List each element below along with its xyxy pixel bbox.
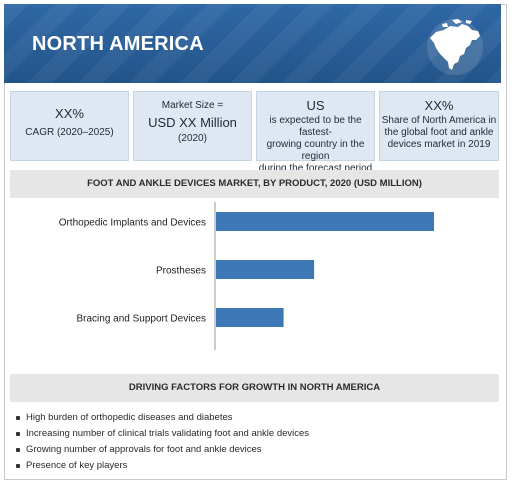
stat-caption: (2020) xyxy=(178,133,207,144)
stat-caption: the global foot and ankle xyxy=(384,127,494,138)
category-label: Orthopedic Implants and Devices xyxy=(59,218,206,229)
bar-prostheses xyxy=(216,260,315,279)
square-bullet-icon xyxy=(16,448,20,452)
stat-caption: is expected to be the fastest- xyxy=(269,115,362,138)
bar-orthopedic-implants-and-devices xyxy=(216,212,434,231)
stat-value: US xyxy=(306,98,325,113)
stat-value: XX% xyxy=(424,98,454,113)
list-item-text: Presence of key players xyxy=(26,460,128,471)
stat-card-market-size: Market Size = USD XX Million (2020) xyxy=(133,91,252,161)
list-item: Presence of key players xyxy=(12,458,492,474)
list-item: Growing number of approvals for foot and… xyxy=(12,442,492,458)
stat-caption: growing country in the region xyxy=(266,139,365,162)
drivers-title-band: DRIVING FACTORS FOR GROWTH IN NORTH AMER… xyxy=(10,374,499,402)
bar-chart: Orthopedic Implants and Devices Prosthese… xyxy=(10,200,499,360)
north-america-map-icon xyxy=(427,19,483,75)
list-item: Increasing number of clinical trials val… xyxy=(12,426,492,442)
stat-card-fastest-country: US is expected to be the fastest- growin… xyxy=(256,91,375,174)
list-item-text: Growing number of approvals for foot and… xyxy=(26,444,262,455)
list-item-text: High burden of orthopedic diseases and d… xyxy=(26,412,233,423)
stat-card-cagr: XX% CAGR (2020–2025) xyxy=(10,91,129,161)
stat-caption: Share of North America in xyxy=(381,115,497,126)
page-title: NORTH AMERICA xyxy=(32,33,204,55)
stat-caption: during the forecast period xyxy=(258,163,373,174)
stat-value: XX% xyxy=(55,106,84,121)
list-item-text: Increasing number of clinical trials val… xyxy=(26,428,310,439)
bar-bracing-and-support-devices xyxy=(216,308,284,327)
stat-card-share: XX% Share of North America in the global… xyxy=(379,91,499,161)
category-label: Bracing and Support Devices xyxy=(76,314,206,325)
stat-caption: CAGR (2020–2025) xyxy=(25,127,114,138)
drivers-list: High burden of orthopedic diseases and d… xyxy=(12,410,492,474)
chart-title-band: FOOT AND ANKLE DEVICES MARKET, BY PRODUC… xyxy=(10,170,499,198)
header-banner: NORTH AMERICA xyxy=(4,4,501,83)
stat-value: USD XX Million xyxy=(148,115,237,130)
list-item: High burden of orthopedic diseases and d… xyxy=(12,410,492,426)
bar-chart-svg: Orthopedic Implants and Devices Prosthese… xyxy=(59,202,434,350)
square-bullet-icon xyxy=(16,464,20,468)
stat-caption: devices market in 2019 xyxy=(387,139,491,150)
stats-row: XX% CAGR (2020–2025) Market Size = USD X… xyxy=(10,91,499,174)
square-bullet-icon xyxy=(16,416,20,420)
stat-caption-top: Market Size = xyxy=(161,100,224,111)
chart-title: FOOT AND ANKLE DEVICES MARKET, BY PRODUC… xyxy=(87,178,422,189)
square-bullet-icon xyxy=(16,432,20,436)
drivers-title: DRIVING FACTORS FOR GROWTH IN NORTH AMER… xyxy=(128,382,381,393)
category-label: Prostheses xyxy=(156,266,206,277)
